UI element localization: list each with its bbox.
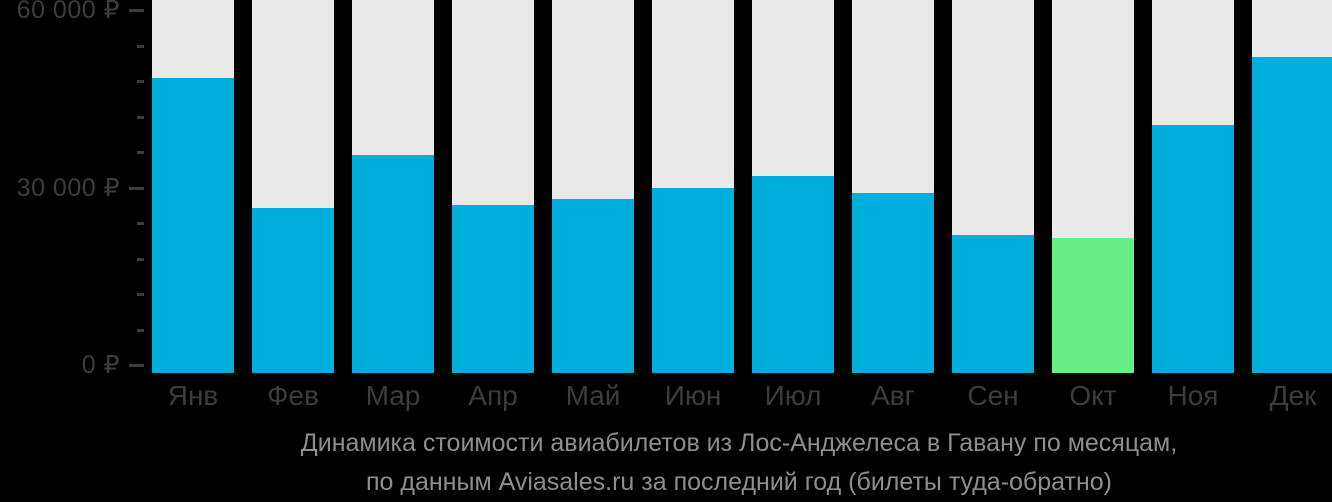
bar <box>552 199 634 373</box>
chart-caption-line2: по данным Aviasales.ru за последний год … <box>366 468 1112 496</box>
bar-column-Мар <box>352 0 434 373</box>
plot-area <box>152 0 1332 373</box>
bar <box>752 175 834 373</box>
bar <box>1152 125 1234 373</box>
month-label: Июн <box>664 380 722 411</box>
bar-column-Сен <box>952 0 1034 373</box>
month-label: Июл <box>764 380 822 411</box>
month-label: Фев <box>267 380 319 411</box>
bar-column-Авг <box>852 0 934 373</box>
y-axis-minor-tick <box>137 44 144 48</box>
month-label: Янв <box>167 380 219 411</box>
bar-column-Июн <box>652 0 734 373</box>
month-label: Сен <box>967 380 1019 411</box>
bar-column-Апр <box>452 0 534 373</box>
y-axis-minor-tick <box>137 328 144 332</box>
y-axis-major-tick <box>129 186 144 190</box>
y-axis-major-tick <box>129 364 144 367</box>
month-label: Май <box>565 380 621 411</box>
bar-column-Дек <box>1252 0 1332 373</box>
month-label: Авг <box>871 380 915 411</box>
y-axis-minor-tick <box>137 222 144 225</box>
bar <box>352 155 434 373</box>
month-label: Окт <box>1069 380 1117 411</box>
bar <box>452 205 534 373</box>
bar <box>652 187 734 373</box>
y-axis-label: 60 000 ₽ <box>16 0 120 24</box>
chart-caption-line1: Динамика стоимости авиабилетов из Лос-Ан… <box>300 429 1178 457</box>
y-axis-minor-tick <box>137 151 144 154</box>
bar-column-Май <box>552 0 634 373</box>
bar <box>152 78 234 373</box>
bar-column-Июл <box>752 0 834 373</box>
y-axis-label: 30 000 ₽ <box>16 173 120 202</box>
bar-column-Фев <box>252 0 334 373</box>
month-label: Мар <box>365 380 421 411</box>
bar-column-Ноя <box>1152 0 1234 373</box>
y-axis-label: 0 ₽ <box>81 351 120 379</box>
y-axis-minor-tick <box>137 80 144 83</box>
y-axis-major-tick <box>129 9 144 12</box>
month-label: Ноя <box>1167 380 1219 411</box>
month-label: Дек <box>1269 380 1317 411</box>
bar-highlighted <box>1052 237 1134 373</box>
bar <box>252 208 334 373</box>
bar <box>852 193 934 373</box>
y-axis-minor-tick <box>137 257 144 261</box>
bar <box>1252 57 1332 373</box>
month-label: Апр <box>468 380 518 411</box>
chart-caption: Динамика стоимости авиабилетов из Лос-Ан… <box>146 424 1332 502</box>
bar-column-Янв <box>152 0 234 373</box>
y-axis-minor-tick <box>137 115 144 119</box>
bar <box>952 234 1034 373</box>
bar-column-Окт <box>1052 0 1134 373</box>
y-axis-minor-tick <box>137 293 144 296</box>
